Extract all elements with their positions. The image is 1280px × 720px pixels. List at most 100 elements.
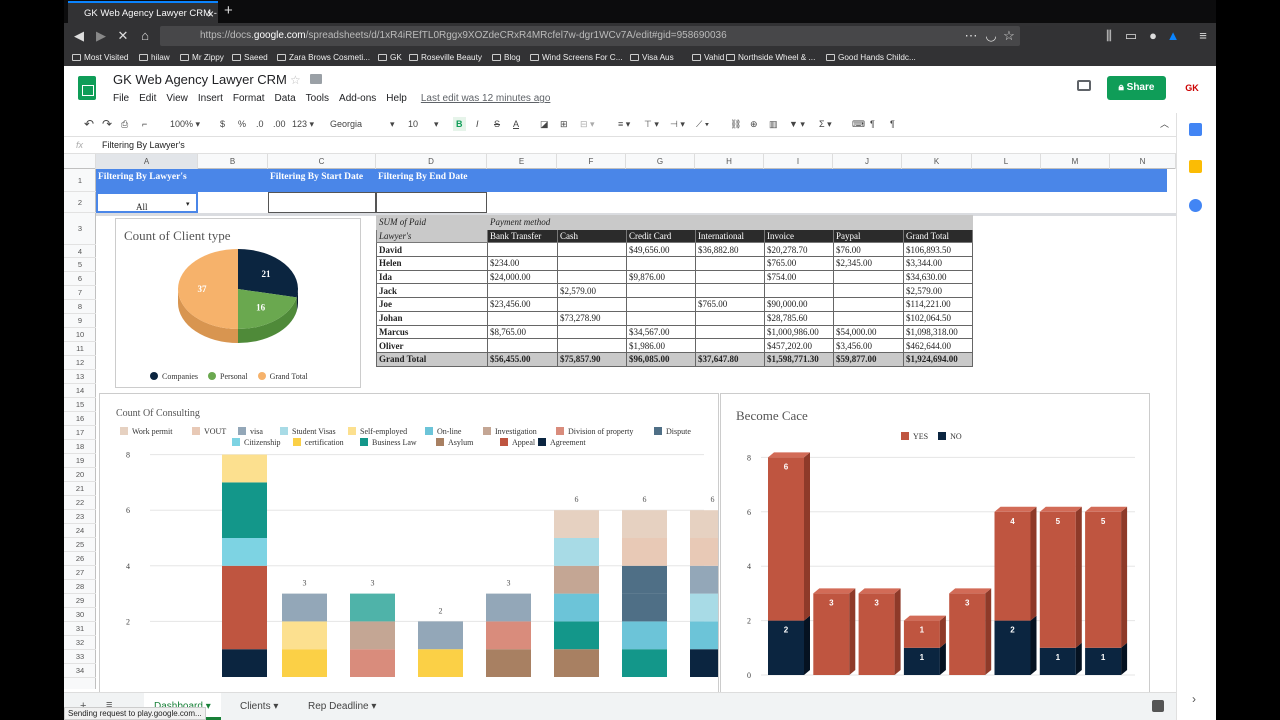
pivot-cell[interactable]: $24,000.00 <box>487 269 558 285</box>
explore-icon[interactable] <box>1152 700 1164 712</box>
pivot-cell[interactable] <box>695 215 765 230</box>
row-header[interactable]: 3 <box>64 213 96 245</box>
borders-icon[interactable]: ⊞ <box>560 119 568 129</box>
pivot-cell[interactable]: $1,098,318.00 <box>903 324 973 340</box>
row-header[interactable]: 28 <box>64 580 96 594</box>
pivot-cell[interactable]: $3,344.00 <box>903 256 973 271</box>
bar-segment[interactable] <box>222 565 267 650</box>
star-icon[interactable]: ☆ <box>290 73 301 87</box>
menu-view[interactable]: View <box>166 93 188 104</box>
frozen-divider[interactable] <box>96 213 1176 216</box>
pivot-cell[interactable]: $457,202.00 <box>764 338 834 353</box>
pivot-cell[interactable] <box>626 283 696 299</box>
pie-slice[interactable] <box>238 249 298 298</box>
pivot-cell[interactable]: $76.00 <box>833 242 904 258</box>
pivot-cell[interactable] <box>557 256 627 271</box>
pivot-cell[interactable]: $8,765.00 <box>487 324 558 340</box>
menu-icon[interactable]: ≡ <box>1199 28 1207 43</box>
bookmark-item[interactable]: Saeed <box>232 49 268 66</box>
bookmark-item[interactable]: Most Visited <box>72 49 128 66</box>
pivot-cell[interactable]: $37,647.80 <box>695 351 765 367</box>
pivot-cell[interactable]: $56,455.00 <box>487 351 558 367</box>
collapse-toolbar-icon[interactable]: ︿ <box>1160 119 1170 129</box>
pivot-cell[interactable]: $3,456.00 <box>833 338 904 353</box>
pivot-cell[interactable] <box>487 283 558 299</box>
more-formats-select[interactable]: 123 ▾ <box>292 119 315 129</box>
bar-segment[interactable] <box>813 593 850 675</box>
tab-rep-deadline[interactable]: Rep Deadline ▾ <box>308 701 377 712</box>
column-header[interactable]: N <box>1110 154 1176 169</box>
row-header[interactable]: 27 <box>64 566 96 580</box>
pivot-cell[interactable]: $765.00 <box>695 297 765 312</box>
bookmark-item[interactable]: Mr Zippy <box>180 49 224 66</box>
column-header[interactable]: D <box>376 154 487 169</box>
pivot-cell[interactable] <box>695 338 765 353</box>
bar-segment[interactable] <box>622 649 667 677</box>
row-header[interactable]: 22 <box>64 496 96 510</box>
pivot-cell[interactable]: Ida <box>376 269 488 285</box>
stop-icon[interactable]: ✕ <box>117 28 129 43</box>
column-header[interactable]: B <box>198 154 268 169</box>
pivot-cell[interactable]: Cash <box>557 228 627 244</box>
expand-panel-icon[interactable]: › <box>1192 692 1196 706</box>
menu-help[interactable]: Help <box>386 93 407 104</box>
bar-segment[interactable] <box>282 621 327 650</box>
bookmark-item[interactable]: Zara Brows Cosmeti... <box>277 49 370 66</box>
row-header[interactable]: 24 <box>64 524 96 538</box>
row-header[interactable]: 9 <box>64 314 96 328</box>
bar-segment[interactable] <box>622 510 667 538</box>
row-header[interactable]: 33 <box>64 650 96 664</box>
pivot-cell[interactable]: $2,579.00 <box>557 283 627 299</box>
row-header[interactable]: 29 <box>64 594 96 608</box>
pivot-cell[interactable]: $20,278.70 <box>764 242 834 258</box>
pivot-cell[interactable] <box>557 215 627 230</box>
percent-button[interactable]: % <box>238 119 247 129</box>
rtl-icon[interactable]: ¶ <box>890 119 895 129</box>
bar-segment[interactable] <box>858 593 895 675</box>
row-header[interactable]: 34 <box>64 664 96 678</box>
row-header[interactable]: 4 <box>64 245 96 258</box>
pivot-cell[interactable] <box>557 297 627 312</box>
wrap-icon[interactable]: ⊣ ▾ <box>670 119 685 129</box>
pivot-cell[interactable]: Grand Total <box>376 351 488 367</box>
pivot-cell[interactable] <box>557 269 627 285</box>
back-icon[interactable]: ◀ <box>74 28 84 43</box>
pie-slice[interactable] <box>178 249 238 329</box>
column-header[interactable]: I <box>764 154 833 169</box>
row-header[interactable]: 7 <box>64 286 96 300</box>
menu-data[interactable]: Data <box>274 93 296 104</box>
increase-decimal-button[interactable]: .00 <box>273 119 286 129</box>
column-header[interactable]: M <box>1041 154 1110 169</box>
pivot-cell[interactable] <box>695 324 765 340</box>
bar-segment[interactable] <box>903 647 940 675</box>
row-header[interactable]: 20 <box>64 468 96 482</box>
pivot-cell[interactable] <box>626 310 696 326</box>
pivot-cell[interactable]: Invoice <box>764 228 834 244</box>
bar-segment[interactable] <box>1039 647 1076 675</box>
account-icon[interactable]: ● <box>1149 28 1157 43</box>
bookmark-item[interactable]: Blog <box>492 49 520 66</box>
row-header[interactable]: 26 <box>64 552 96 566</box>
font-size-select[interactable]: 10 ▾ <box>408 119 439 129</box>
pivot-cell[interactable] <box>626 297 696 312</box>
align-icon[interactable]: ≡ ▾ <box>618 119 631 129</box>
row-header[interactable]: 25 <box>64 538 96 552</box>
redo-icon[interactable]: ↷ <box>102 117 113 131</box>
pivot-cell[interactable]: $9,876.00 <box>626 269 696 285</box>
row-header[interactable]: 30 <box>64 608 96 622</box>
pivot-cell[interactable]: Grand Total <box>903 228 973 244</box>
bar-segment[interactable] <box>350 593 395 622</box>
browser-tab[interactable]: GK Web Agency Lawyer CRM - × <box>68 1 218 23</box>
pivot-cell[interactable]: $28,785.60 <box>764 310 834 326</box>
pivot-cell[interactable]: $54,000.00 <box>833 324 904 340</box>
bar-segment[interactable] <box>486 649 531 677</box>
pivot-cell[interactable] <box>557 242 627 258</box>
functions-icon[interactable]: Σ ▾ <box>819 119 832 129</box>
pivot-cell[interactable]: $1,924,694.00 <box>903 351 973 367</box>
bookmark-item[interactable]: GK <box>378 49 402 66</box>
bar-segment[interactable] <box>1085 511 1122 648</box>
bar-segment[interactable] <box>350 649 395 677</box>
pivot-cell[interactable]: Credit Card <box>626 228 696 244</box>
pivot-cell[interactable]: Payment method <box>487 215 558 230</box>
become-cace-chart[interactable]: Become Cace YES NO 0 2 4 6 8 2 6 3 3 1 1 3 2 4 1 5 1 5 <box>720 393 1150 693</box>
